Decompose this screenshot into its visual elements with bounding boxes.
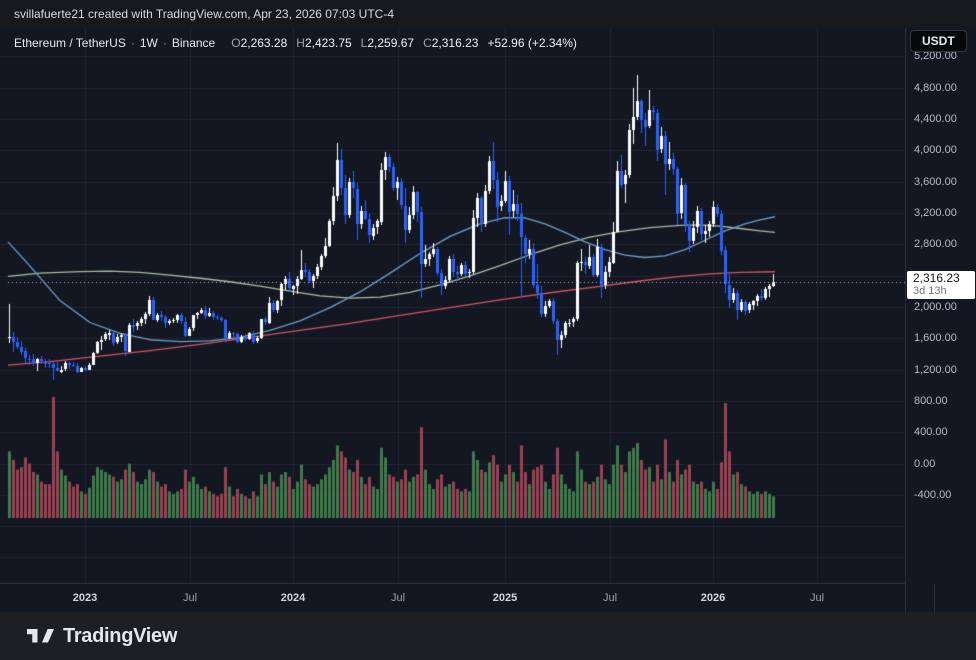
time-tick-label: 2025 (492, 592, 518, 604)
low-label: L (360, 36, 368, 50)
bar-countdown: 3d 13h (913, 285, 947, 298)
time-tick-label: 2023 (72, 592, 98, 604)
price-tick-label: 5,200.00 (914, 50, 957, 63)
legend-separator: · (130, 36, 135, 50)
symbol-name[interactable]: Ethereum / TetherUS (14, 36, 126, 50)
legend-separator: · (162, 36, 167, 50)
change-value: +52.96 (+2.34%) (487, 36, 577, 50)
attribution-bar: svillafuerte21 created with TradingView.… (0, 0, 976, 28)
tradingview-logo-text[interactable]: TradingView (63, 624, 178, 647)
high-value: 2,423.75 (304, 36, 352, 50)
price-tick-label: 4,000.00 (914, 144, 957, 157)
ohlc-values: O2,263.28 H2,423.75 L2,259.67 C2,316.23 (231, 36, 478, 50)
price-tick-label: 1,600.00 (914, 332, 957, 345)
last-price-value: 2,316.23 (913, 271, 960, 286)
tradingview-logo-icon[interactable] (27, 626, 54, 647)
price-tick-label: 400.00 (914, 426, 948, 439)
low-value: 2,259.67 (367, 36, 415, 50)
price-tick-label: 1,200.00 (914, 363, 957, 376)
price-tick-label: 2,000.00 (914, 300, 957, 313)
open-value: 2,263.28 (240, 36, 288, 50)
close-value: 2,316.23 (431, 36, 479, 50)
symbol-legend[interactable]: Ethereum / TetherUS · 1W · Binance O2,26… (14, 34, 577, 52)
price-tick-label: 2,800.00 (914, 238, 957, 251)
price-tick-label: 3,200.00 (914, 206, 957, 219)
price-axis[interactable]: USDT 5,200.00 4,800.00 4,400.00 4,000.00 3,6… (905, 28, 976, 612)
footer-bar: TradingView (0, 612, 976, 660)
last-price-badge: 2,316.23 3d 13h (907, 271, 975, 300)
price-tick-label: 4,400.00 (914, 112, 957, 125)
time-tick-label: Jul (182, 592, 198, 604)
axis-corner-separator (934, 584, 935, 612)
price-tick-label: -400.00 (914, 488, 952, 501)
open-label: O (231, 36, 241, 50)
chart-region: Ethereum / TetherUS · 1W · Binance O2,26… (0, 28, 976, 612)
price-tick-label: 4,800.00 (914, 81, 957, 94)
time-axis[interactable]: 2023 Jul 2024 Jul 2025 Jul 2026 Jul (0, 583, 905, 612)
time-tick-label: Jul (809, 592, 825, 604)
candlestick-chart[interactable] (0, 28, 905, 583)
currency-toggle-button[interactable]: USDT (910, 30, 967, 52)
high-label: H (296, 36, 305, 50)
time-tick-label: Jul (390, 592, 406, 604)
time-tick-label: 2024 (280, 592, 306, 604)
time-tick-label: Jul (602, 592, 618, 604)
interval-label[interactable]: 1W (139, 36, 158, 50)
time-tick-label: 2026 (700, 592, 726, 604)
attribution-text: svillafuerte21 created with TradingView.… (14, 7, 394, 21)
price-tick-label: 3,600.00 (914, 175, 957, 188)
price-tick-label: 800.00 (914, 394, 948, 407)
close-label: C (423, 36, 432, 50)
exchange-label: Binance (171, 36, 216, 50)
price-tick-label: 0.00 (914, 457, 936, 470)
